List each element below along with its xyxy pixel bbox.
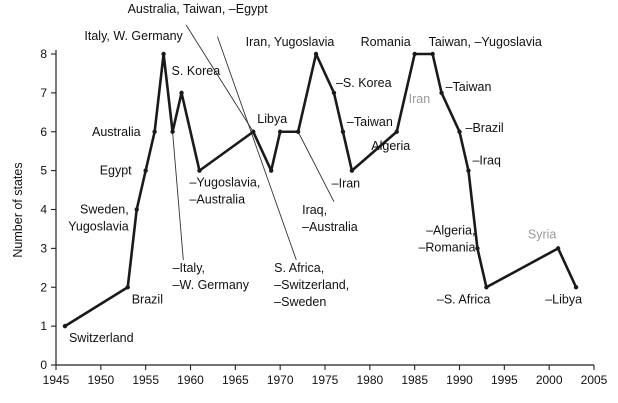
data-point — [484, 285, 489, 290]
data-point — [161, 51, 166, 57]
leader-lines — [172, 24, 335, 261]
x-tick-label: 1955 — [132, 373, 159, 387]
data-point — [295, 129, 301, 134]
data-point — [466, 168, 471, 173]
annotation-label: –S. Korea — [336, 76, 392, 90]
y-tick-label: 7 — [40, 86, 47, 100]
annotation-label: –Algeria, –Romania — [418, 223, 475, 254]
annotation-label: Australia, Taiwan, –Egypt — [128, 2, 269, 16]
data-point — [394, 129, 399, 134]
leader-line — [297, 131, 335, 202]
data-point — [340, 129, 346, 134]
x-tick-label: 1950 — [87, 373, 114, 387]
x-tick-label: 2000 — [536, 373, 563, 387]
y-tick-label: 6 — [40, 125, 47, 139]
y-axis-label: Number of states — [11, 162, 25, 257]
data-point — [331, 90, 337, 96]
annotation-label: Algeria — [371, 139, 410, 153]
annotation-label: Taiwan, –Yugoslavia — [429, 35, 542, 49]
data-point — [349, 168, 355, 173]
annotation-label: –S. Africa — [437, 292, 491, 306]
y-tick-label: 0 — [40, 358, 47, 372]
leader-line — [216, 36, 297, 261]
annotation-label: Sweden, Yugoslavia — [68, 203, 129, 234]
annotation-label: Iraq, –Australia — [302, 203, 358, 234]
annotation-label: Italy, W. Germany — [84, 29, 183, 43]
annotation-label: Brazil — [132, 292, 163, 306]
annotation-label: –Iran — [332, 177, 361, 191]
annotation-label: S. Korea — [172, 64, 221, 78]
annotation-label: –Italy, –W. Germany — [173, 261, 250, 292]
x-tick-label: 1975 — [312, 373, 339, 387]
leader-line — [172, 131, 184, 261]
data-point — [197, 168, 202, 173]
annotation-label: –Libya — [545, 292, 582, 306]
y-tick-label: 2 — [40, 280, 47, 294]
x-tick-label: 1945 — [43, 373, 70, 387]
x-tick-label: 1990 — [446, 373, 473, 387]
y-tick-label: 5 — [40, 164, 47, 178]
x-tick-label: 1970 — [267, 373, 294, 387]
annotation-label: Switzerland — [69, 331, 134, 345]
data-point — [439, 90, 444, 96]
annotation-label: Iran — [409, 92, 431, 106]
y-tick-label: 1 — [40, 319, 47, 333]
axes: 1945 1950 1955 1960 1965 1970 1975 1980 1985 1990… — [40, 47, 607, 387]
annotation-label: Iran, Yugoslavia — [246, 35, 335, 49]
data-point — [269, 168, 274, 173]
x-tick-label: 1980 — [356, 373, 383, 387]
y-tick-label: 8 — [40, 47, 47, 61]
data-point — [125, 285, 130, 290]
annotation-label: Syria — [528, 227, 557, 241]
annotation-label: –Iraq — [472, 154, 501, 168]
x-tick-label: 2005 — [581, 373, 608, 387]
annotation-label: Libya — [257, 112, 287, 126]
x-tick-label: 1995 — [491, 373, 518, 387]
data-point — [412, 51, 417, 57]
data-point — [251, 129, 256, 134]
annotation-label: –Yugoslavia, –Australia — [189, 176, 260, 207]
data-point — [313, 51, 319, 57]
y-tick-label: 3 — [40, 241, 47, 255]
annotation-label: –Brazil — [466, 121, 504, 135]
annotation-label: Egypt — [100, 164, 132, 178]
data-point — [277, 129, 283, 134]
data-point — [179, 90, 184, 96]
data-point — [134, 207, 139, 212]
data-point — [475, 246, 480, 251]
annotation-label: Romania — [361, 35, 411, 49]
data-point — [457, 129, 462, 134]
annotation-label: Australia — [92, 125, 141, 139]
x-tick-label: 1965 — [222, 373, 249, 387]
annotations: Switzerland Brazil Sweden, Yugoslavia Egypt A… — [68, 2, 582, 345]
x-tick-label: 1985 — [401, 373, 428, 387]
data-point — [170, 129, 175, 134]
data-point — [62, 323, 68, 329]
y-tick-label: 4 — [40, 203, 47, 217]
x-tick-label: 1960 — [177, 373, 204, 387]
annotation-label: –Taiwan — [347, 115, 393, 129]
data-point — [152, 129, 157, 134]
data-point — [430, 51, 435, 57]
data-point — [573, 285, 579, 290]
series-line — [62, 51, 579, 329]
annotation-label: S. Africa, –Switzerland, –Sweden — [274, 261, 349, 309]
data-point — [143, 168, 148, 173]
leader-line — [185, 24, 254, 132]
annotation-label: –Taiwan — [446, 80, 492, 94]
data-point — [555, 246, 561, 251]
